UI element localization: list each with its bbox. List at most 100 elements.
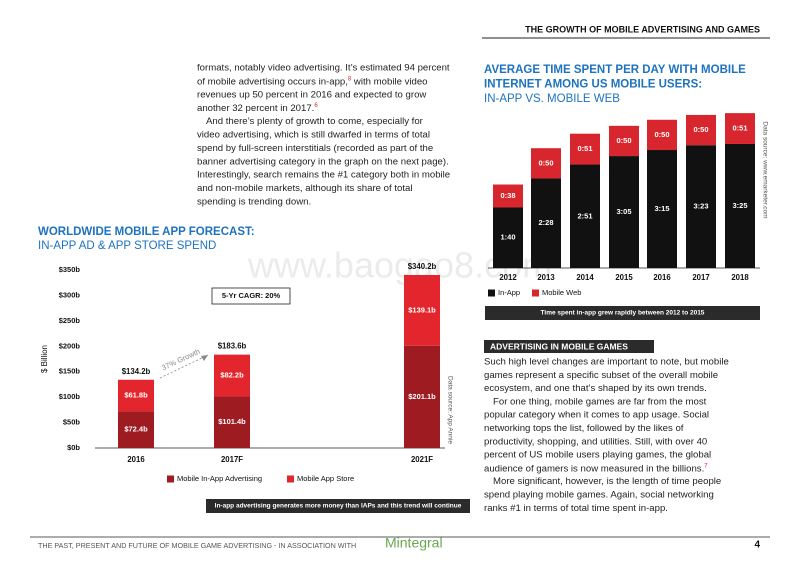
chart-title: INTERNET AMONG US MOBILE USERS: — [484, 79, 702, 91]
value-label: 1:40 — [500, 233, 515, 242]
footer-text: THE PAST, PRESENT AND FUTURE OF MOBILE G… — [38, 541, 356, 550]
bar-segment — [404, 345, 440, 448]
caption-box — [485, 306, 760, 320]
total-label: $183.6b — [218, 342, 247, 351]
header-title: THE GROWTH OF MOBILE ADVERTISING AND GAM… — [525, 24, 760, 34]
y-tick-label: $150b — [59, 367, 81, 376]
bar-segment — [609, 156, 639, 268]
bar-segment — [725, 143, 755, 268]
bar-segment — [686, 145, 716, 268]
x-tick-label: 2014 — [576, 273, 594, 282]
x-tick-label: 2017F — [221, 455, 243, 464]
y-tick-label: $50b — [63, 418, 81, 427]
chart-title: IN-APP VS. MOBILE WEB — [484, 93, 620, 105]
body-line: audience of gamers is now measured in th… — [484, 463, 708, 474]
x-tick-label: 2017 — [692, 273, 709, 282]
value-label: 0:50 — [693, 125, 708, 134]
footnote-ref: 8 — [348, 76, 352, 82]
body-line: Interestingly, search remains the #1 cat… — [197, 170, 450, 181]
y-tick-label: $300b — [59, 290, 81, 299]
y-tick-label: $250b — [59, 316, 81, 325]
bar-segment — [725, 113, 755, 144]
body-line: formats, notably video advertising. It’s… — [197, 63, 450, 74]
chart-title: AVERAGE TIME SPENT PER DAY WITH MOBILE — [484, 64, 746, 76]
body-line: Such high level changes are important to… — [484, 357, 729, 368]
legend-swatch — [532, 289, 539, 297]
x-tick-label: 2016 — [127, 455, 145, 464]
footnote-ref: 7 — [704, 463, 708, 469]
body-line: For one thing, mobile games are far from… — [493, 396, 707, 407]
y-tick-label: $200b — [59, 341, 81, 350]
total-label: $340.2b — [408, 262, 437, 271]
body-line: video advertising, which is still dwarfe… — [197, 130, 430, 141]
x-tick-label: 2012 — [499, 273, 517, 282]
growth-arrowhead — [201, 355, 208, 361]
bar-segment — [647, 119, 677, 151]
bar-segment — [531, 148, 561, 179]
value-label: 2:28 — [538, 218, 553, 227]
legend-label: Mobile App Store — [297, 474, 354, 483]
source-note: Data source: App Annie — [446, 376, 453, 444]
body-line: productivity, shopping, and utilities. S… — [484, 436, 707, 447]
value-label: 3:05 — [616, 207, 631, 216]
body-text: another 32 percent in 2017. — [197, 103, 314, 114]
body-line: ranks #1 in terms of total time spent in… — [484, 503, 668, 514]
annotation: 5-Yr CAGR: 20% — [222, 291, 281, 300]
value-label: 2:51 — [577, 211, 592, 220]
body-line: spend playing mobile games. Again, socia… — [484, 490, 714, 501]
legend-label: In-App — [498, 288, 520, 297]
body-line: games represent a specific subset of the… — [484, 370, 718, 381]
value-label: $82.2b — [220, 371, 244, 380]
body-line: popular category when it comes to app us… — [484, 410, 709, 421]
bar-segment — [118, 379, 154, 412]
body-line: revenues up 50 percent in 2016 and expec… — [197, 89, 426, 100]
growth-arrow — [159, 354, 209, 379]
y-tick-label: $100b — [59, 392, 81, 401]
value-label: 3:25 — [732, 201, 747, 210]
body-line: And there’s plenty of growth to come, es… — [206, 116, 424, 127]
body-text: audience of gamers is now measured in th… — [484, 463, 704, 474]
body-line: networking tops the list, followed by th… — [484, 423, 684, 434]
total-label: $134.2b — [122, 367, 151, 376]
y-axis-label: $ Billion — [40, 345, 49, 373]
x-tick-label: 2021F — [411, 455, 433, 464]
value-label: $201.1b — [408, 392, 436, 401]
body-line: banner advertising category in the graph… — [197, 156, 449, 167]
value-label: $72.4b — [124, 425, 148, 434]
bar-segment — [493, 184, 523, 208]
body-line: spend by full-screen interstitials (reco… — [197, 143, 433, 154]
value-label: 0:38 — [500, 191, 515, 200]
x-tick-label: 2015 — [615, 273, 633, 282]
bar-segment — [214, 396, 250, 448]
source-note: Data source: www.emarketer.com — [761, 121, 768, 218]
body-line: spending is trending down. — [197, 197, 311, 208]
chart-title: IN-APP AD & APP STORE SPEND — [38, 240, 216, 252]
caption-box — [206, 499, 470, 513]
section-heading-box — [484, 340, 654, 353]
x-tick-label: 2016 — [653, 273, 671, 282]
body-text: with mobile video — [351, 76, 427, 87]
value-label: 0:50 — [538, 158, 553, 167]
body-line: another 32 percent in 2017.6 — [197, 103, 318, 114]
x-tick-label: 2013 — [537, 273, 555, 282]
value-label: 0:51 — [732, 124, 747, 133]
bar-segment — [531, 178, 561, 268]
value-label: 0:51 — [577, 144, 592, 153]
value-label: 3:23 — [693, 202, 708, 211]
value-label: 0:50 — [616, 136, 631, 145]
bar-segment — [214, 354, 250, 397]
value-label: 3:15 — [654, 204, 669, 213]
bar-segment — [118, 411, 154, 448]
chart-title: WORLDWIDE MOBILE APP FORECAST: — [38, 226, 255, 238]
value-label: $61.8b — [124, 390, 148, 399]
bar-segment — [570, 133, 600, 165]
bar-segment — [493, 207, 523, 268]
bar-segment — [647, 150, 677, 268]
section-heading: ADVERTISING IN MOBILE GAMES — [490, 341, 628, 351]
legend-swatch — [287, 475, 294, 483]
y-tick-label: $0b — [67, 443, 80, 452]
bar-segment — [570, 164, 600, 268]
value-label: 0:50 — [654, 130, 669, 139]
